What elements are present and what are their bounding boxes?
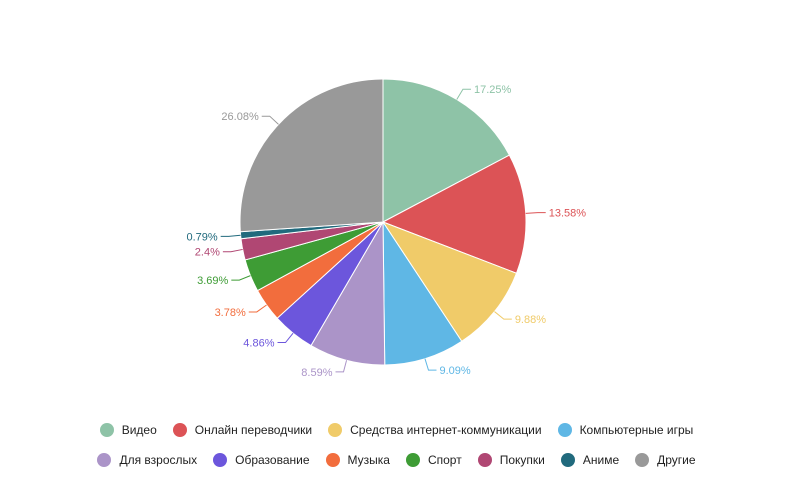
data-label-sport: 3.69% [197, 275, 228, 287]
legend-label: Видео [121, 423, 157, 437]
legend-swatch [328, 423, 343, 437]
legend-swatch [477, 453, 492, 467]
legend-item-computer-games[interactable]: Компьютерные игры [557, 423, 694, 437]
leader-line-communication-tools [494, 311, 512, 320]
legend-label: Аниме [582, 453, 620, 467]
data-label-other: 26.08% [221, 111, 259, 123]
data-label-online-translators: 13.58% [549, 208, 587, 220]
leader-line-sport [231, 275, 251, 281]
leader-line-computer-games [424, 358, 437, 371]
legend-label: Средства интернет-коммуникации [350, 423, 542, 437]
legend-item-adult[interactable]: Для взрослых [97, 453, 197, 467]
legend-item-shopping[interactable]: Покупки [477, 453, 545, 467]
pie-slice-computer-games[interactable] [382, 220, 463, 366]
leader-line-music [248, 304, 267, 313]
legend-swatch [172, 423, 187, 437]
data-label-communication-tools: 9.88% [515, 314, 546, 326]
legend-label: Другие [657, 453, 696, 467]
data-label-education: 4.86% [243, 338, 274, 350]
legend-row-2: Для взрослых Образование Музыка Спорт По… [0, 453, 793, 467]
leader-line-adult [335, 360, 348, 373]
leader-line-online-translators [525, 212, 546, 214]
legend-item-music[interactable]: Музыка [325, 453, 390, 467]
legend-label: Компьютерные игры [579, 423, 694, 437]
legend-swatch [635, 453, 650, 467]
data-label-anime: 0.79% [186, 231, 217, 243]
legend-label: Музыка [347, 453, 390, 467]
legend-label: Для взрослых [119, 453, 198, 467]
data-label-computer-games: 9.09% [439, 365, 470, 377]
legend-item-education[interactable]: Образование [213, 453, 310, 467]
legend-item-online-translators[interactable]: Онлайн переводчики [172, 423, 313, 437]
leader-line-anime [220, 234, 241, 237]
legend-swatch [213, 453, 228, 467]
legend-swatch [325, 453, 340, 467]
legend-swatch [97, 453, 112, 467]
legend-swatch [99, 423, 114, 437]
data-label-shopping: 2.4% [195, 247, 220, 259]
legend-item-other[interactable]: Другие [635, 453, 696, 467]
legend-label: Образование [235, 453, 310, 467]
pie-slice-communication-tools[interactable] [381, 220, 518, 343]
legend-item-anime[interactable]: Аниме [560, 453, 620, 467]
leader-line-other [261, 115, 279, 125]
legend-item-communication-tools[interactable]: Средства интернет-коммуникации [328, 423, 542, 437]
data-label-music: 3.78% [215, 307, 246, 319]
legend-label: Спорт [427, 453, 462, 467]
legend-label: Онлайн переводчики [194, 423, 313, 437]
data-label-adult: 8.59% [301, 367, 332, 379]
pie-slice-online-translators[interactable] [381, 154, 527, 274]
pie-chart: 17.25% 13.58% 9.88% 9.09% 8.59% 4.86% 3.78% 3.6… [186, 78, 587, 379]
legend-label: Покупки [499, 453, 545, 467]
pie-slice-other[interactable] [239, 78, 384, 233]
leader-line-video [456, 88, 471, 100]
legend-row-1: Видео Онлайн переводчики Средства интерн… [0, 423, 793, 437]
leader-line-education [277, 332, 294, 344]
legend-item-video[interactable]: Видео [99, 423, 157, 437]
legend-swatch [560, 453, 575, 467]
legend-swatch [405, 453, 420, 467]
leader-line-shopping [222, 248, 243, 253]
legend-swatch [557, 423, 572, 437]
legend-item-sport[interactable]: Спорт [405, 453, 462, 467]
data-label-video: 17.25% [474, 84, 512, 96]
